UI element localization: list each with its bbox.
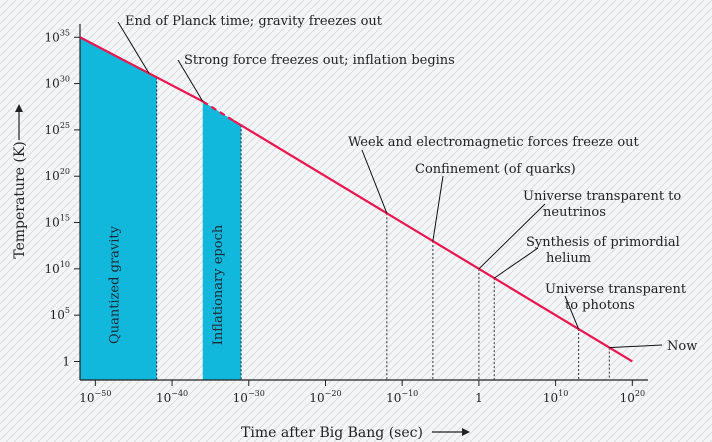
- temperature-curve-segment-0: [79, 36, 204, 103]
- temperature-curve-segment-1: [202, 100, 235, 122]
- temperature-curve-segment-2: [232, 119, 633, 363]
- annotation-label-5: Synthesis of primordial helium: [526, 235, 680, 266]
- annotation-leader-7: [609, 344, 663, 349]
- annotation-label-2: Week and electromagnetic forces freeze o…: [348, 135, 640, 150]
- region-label-1: Inflationary epoch: [211, 224, 226, 345]
- annotation-leader-2: [361, 149, 388, 214]
- annotation-label-6: Universe transparent to photons: [545, 282, 687, 313]
- x-axis-title: Time after Big Bang (sec): [241, 425, 423, 441]
- annotation-leader-3: [432, 175, 444, 242]
- annotation-label-1: Strong force freezes out; inflation begi…: [184, 53, 455, 68]
- x-tick-label-3: 10−20: [309, 389, 341, 405]
- region-label-0: Quantized gravity: [107, 225, 122, 344]
- region-1: [202, 101, 242, 380]
- y-tick-label-3: 1015: [45, 214, 70, 230]
- x-axis-title-arrow-head: [462, 428, 470, 436]
- annotation-leader-6: [564, 295, 580, 330]
- region-0: [80, 37, 157, 381]
- y-tick-label-5: 1025: [45, 121, 70, 137]
- x-tick-label-2: 10−30: [233, 389, 265, 405]
- y-tick-label-1: 105: [50, 306, 70, 322]
- x-tick-label-7: 1020: [620, 389, 645, 405]
- y-axis-title: Temperature (K): [12, 141, 28, 259]
- y-axis-title-arrow-head: [15, 104, 23, 112]
- annotation-label-0: End of Planck time; gravity freezes out: [125, 14, 383, 29]
- x-tick-label-6: 1010: [543, 389, 568, 405]
- y-tick-label-7: 1035: [45, 28, 70, 44]
- annotation-leader-5: [493, 247, 539, 279]
- y-tick-label-4: 1020: [45, 167, 70, 183]
- x-tick-label-1: 10−40: [156, 389, 188, 405]
- y-tick-label-2: 1010: [45, 260, 70, 276]
- y-tick-label-0: 1: [62, 354, 70, 368]
- annotation-label-7: Now: [667, 339, 697, 354]
- y-tick-label-6: 1030: [45, 75, 70, 91]
- x-tick-label-0: 10−50: [79, 389, 111, 405]
- annotation-leader-0: [117, 21, 150, 74]
- annotation-label-3: Confinement (of quarks): [415, 162, 576, 177]
- annotation-leader-1: [177, 59, 204, 102]
- x-tick-label-4: 10−10: [386, 389, 418, 405]
- annotation-leader-4: [478, 203, 546, 270]
- x-tick-label-5: 1: [475, 391, 483, 405]
- annotation-label-4: Universe transparent to neutrinos: [523, 189, 681, 220]
